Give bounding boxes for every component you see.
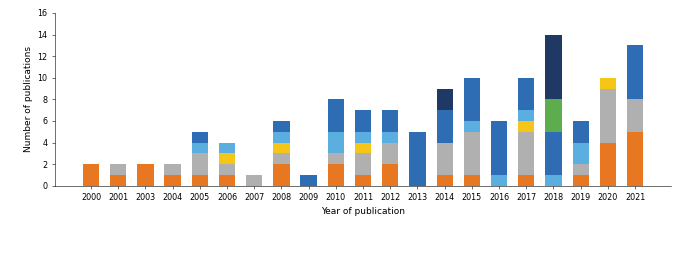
Bar [164,164,181,175]
Bar [436,88,453,110]
Bar [545,35,562,99]
Bar [573,121,589,142]
Bar [355,142,371,153]
Bar [301,175,316,186]
Bar [382,164,399,186]
Bar [436,142,453,175]
Bar [192,142,208,153]
Bar [273,132,290,142]
Bar [219,175,235,186]
Bar [518,78,534,110]
Bar [627,45,643,99]
Bar [627,99,643,132]
Bar [110,175,126,186]
Y-axis label: Number of publications: Number of publications [24,46,33,152]
Bar [355,132,371,142]
Bar [164,175,181,186]
Bar [355,175,371,186]
Bar [327,99,344,132]
Bar [518,132,534,175]
Bar [273,164,290,186]
Bar [600,88,616,142]
Bar [491,121,508,175]
Bar [436,175,453,186]
Bar [491,175,508,186]
Bar [192,153,208,175]
Bar [464,121,480,132]
Bar [219,153,235,164]
Bar [110,164,126,175]
Bar [573,175,589,186]
Bar [545,175,562,186]
Bar [545,99,562,132]
Bar [83,164,99,186]
Bar [573,142,589,164]
Bar [137,164,153,186]
Bar [382,142,399,164]
Bar [273,142,290,153]
Bar [464,175,480,186]
Bar [246,175,262,186]
Bar [273,153,290,164]
X-axis label: Year of publication: Year of publication [321,207,405,216]
Bar [627,132,643,186]
Bar [464,78,480,121]
Bar [382,132,399,142]
Bar [273,121,290,132]
Bar [573,164,589,175]
Bar [327,153,344,164]
Bar [327,164,344,186]
Bar [410,132,425,186]
Bar [600,142,616,186]
Bar [600,78,616,88]
Bar [436,110,453,142]
Bar [518,121,534,132]
Bar [545,132,562,175]
Bar [219,142,235,153]
Bar [518,110,534,121]
Bar [355,153,371,175]
Bar [327,132,344,153]
Bar [219,164,235,175]
Bar [518,175,534,186]
Bar [192,175,208,186]
Bar [192,132,208,142]
Bar [464,132,480,175]
Bar [355,110,371,132]
Bar [382,110,399,132]
